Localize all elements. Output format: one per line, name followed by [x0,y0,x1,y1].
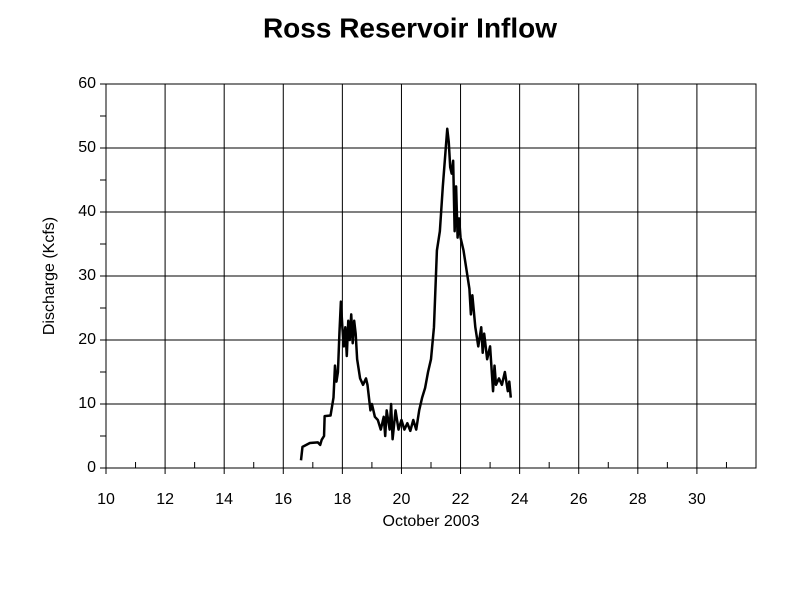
x-tick-label: 14 [215,491,233,508]
y-tick-label: 60 [78,75,96,92]
y-axis-label: Discharge (Kcfs) [41,217,58,335]
y-tick-label: 20 [78,331,96,348]
x-tick-label: 26 [570,491,588,508]
x-tick-label: 30 [688,491,706,508]
x-tick-label: 18 [333,491,351,508]
x-tick-label: 20 [393,491,411,508]
x-tick-label: 10 [97,491,115,508]
x-axis-label: October 2003 [383,513,480,530]
x-tick-label: 12 [156,491,174,508]
data-line [299,127,513,461]
y-tick-label: 0 [87,459,96,476]
y-tick-label: 50 [78,139,96,156]
y-tick-label: 30 [78,267,96,284]
x-tick-label: 16 [274,491,292,508]
y-tick-label: 40 [78,203,96,220]
x-tick-label: 28 [629,491,647,508]
x-tick-label: 22 [452,491,470,508]
x-tick-label: 24 [511,491,529,508]
y-tick-label: 10 [78,395,96,412]
chart-title: Ross Reservoir Inflow [263,12,557,43]
